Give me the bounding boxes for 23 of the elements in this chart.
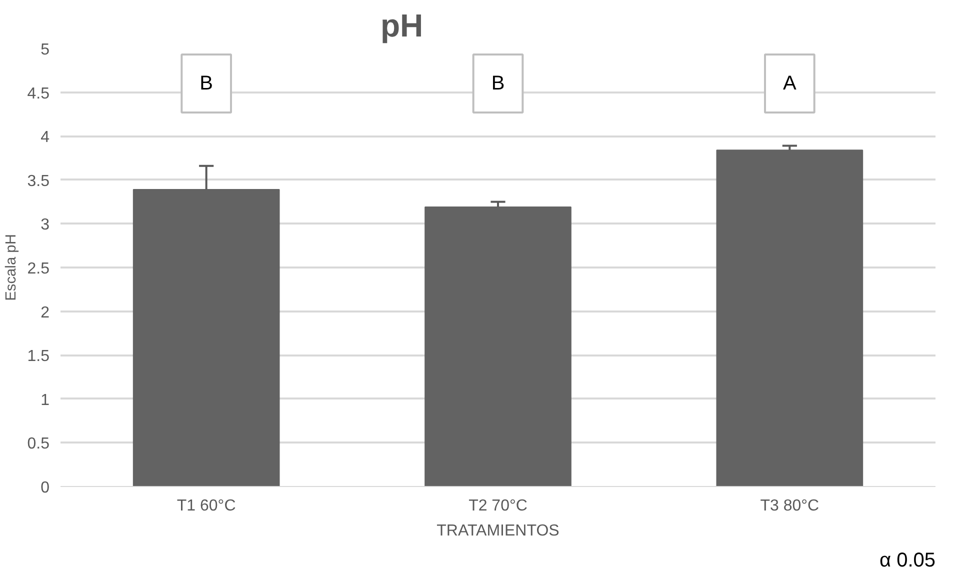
y-tick-label: 1: [40, 392, 50, 409]
y-tick-label: 3.5: [27, 172, 50, 190]
y-tick-label: 5: [40, 42, 50, 58]
bar: [716, 150, 864, 486]
x-tick-label: T3 80°C: [760, 498, 820, 514]
chart-title: pH: [380, 8, 424, 44]
y-tick-label: 2.5: [27, 260, 50, 278]
y-tick-label: 4: [40, 129, 50, 146]
y-tick-label: 0: [40, 480, 50, 496]
y-axis-title: Escala pH: [3, 234, 20, 301]
y-tick-label: 1.5: [27, 348, 50, 366]
y-tick-label: 2: [40, 304, 50, 322]
annotation: B: [200, 72, 214, 95]
annotation: A: [782, 72, 797, 95]
y-tick-label: 0.5: [27, 436, 50, 453]
x-axis-title: TRATAMIENTOS: [436, 522, 560, 540]
x-tick-label: T1 60°C: [176, 498, 236, 514]
y-tick-label: 3: [40, 216, 50, 234]
y-tick-label: 4.5: [27, 85, 50, 102]
bar: [424, 206, 572, 486]
x-tick-label: T2 70°C: [468, 498, 528, 514]
text: α 0.05: [879, 550, 936, 572]
annotation: B: [491, 72, 505, 95]
